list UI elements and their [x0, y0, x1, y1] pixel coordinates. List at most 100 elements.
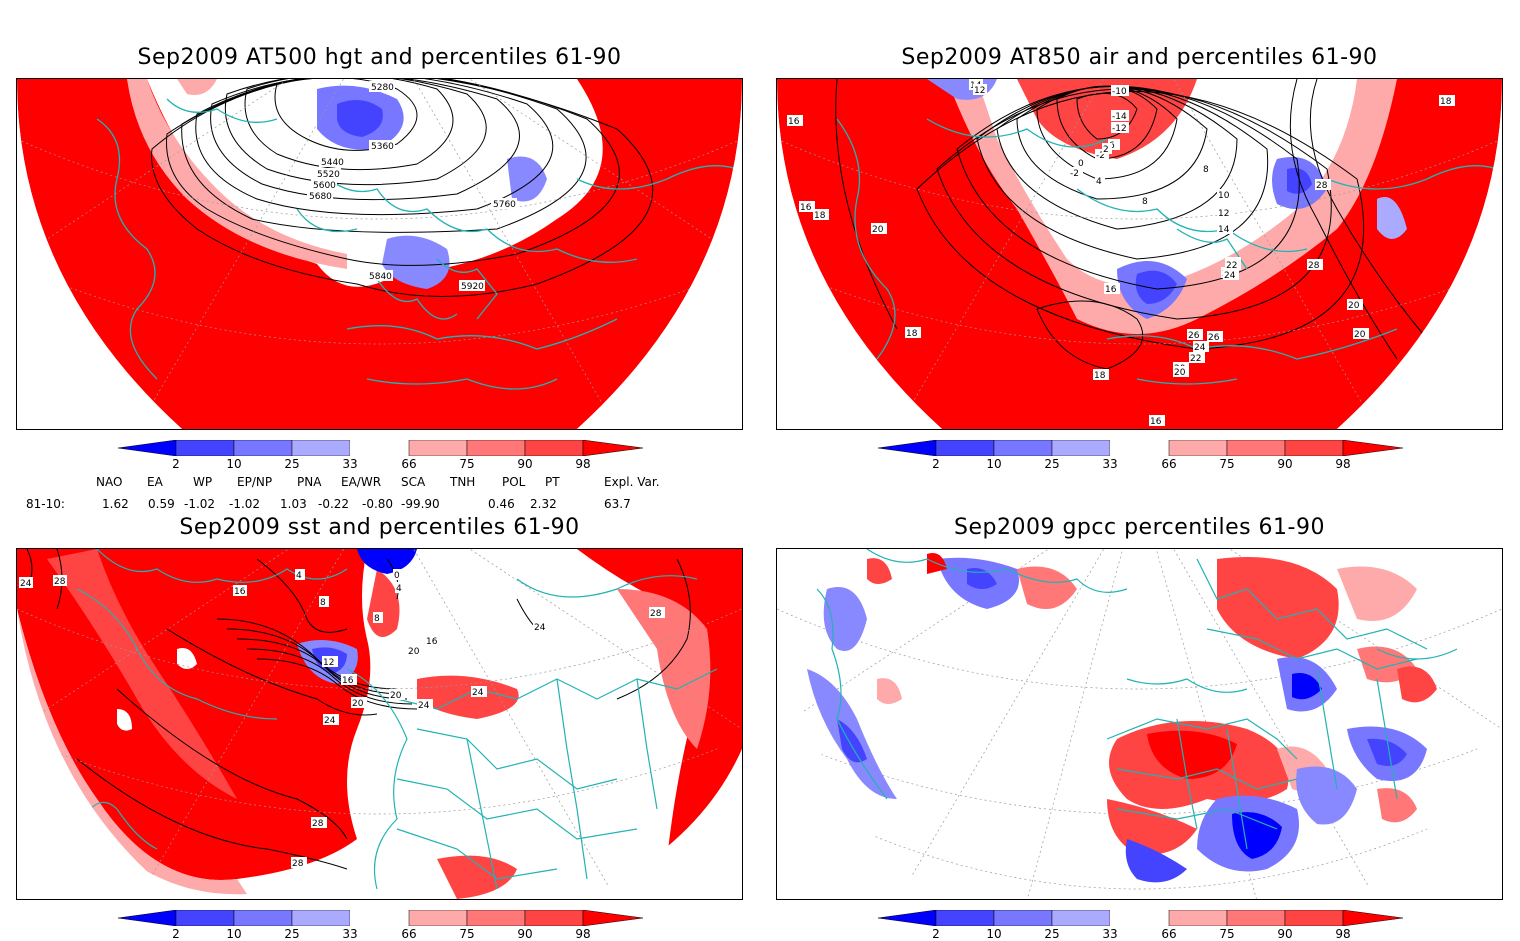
- contour-label: 20: [352, 699, 364, 709]
- colorbar-tick: 2: [172, 457, 180, 471]
- contour-label: 14: [1218, 225, 1230, 235]
- index-header: EA/WR: [341, 475, 382, 489]
- outside-hemisphere-mask: [577, 79, 742, 429]
- colorbar-tick: 10: [986, 927, 1002, 941]
- precip-blue-asia-core: [1367, 738, 1407, 767]
- colorbar-tick: 98: [575, 457, 591, 471]
- contour-label: 10: [1218, 191, 1230, 201]
- panel2-title: Sep2009 AT850 air and percentiles 61-90: [901, 45, 1378, 70]
- index-header: Expl. Var.: [604, 475, 660, 489]
- contour-label: 18: [814, 211, 826, 221]
- index-value: 0.59: [148, 497, 175, 511]
- contour-label: -14: [1112, 112, 1127, 122]
- map-panel-sst: 24 28 16 8 4 0 4 8 12 16 20 20 24 16 20 …: [16, 548, 743, 900]
- colorbar-tick: 33: [342, 457, 358, 471]
- index-header: PT: [545, 475, 560, 489]
- colorbar-panel3: 2 10 25 33 66 75 90 98: [117, 909, 644, 941]
- colorbar-tick: 33: [1102, 457, 1118, 471]
- contour-label: 0: [1078, 159, 1084, 169]
- precip-blue-na-core: [837, 719, 867, 763]
- index-value: 0.46: [488, 497, 515, 511]
- contour-label: 5920: [461, 282, 484, 292]
- index-value: -0.22: [318, 497, 350, 511]
- index-header: PNA: [297, 475, 322, 489]
- panel1-title: Sep2009 AT500 hgt and percentiles 61-90: [137, 45, 622, 70]
- contour-label: 5440: [321, 158, 344, 168]
- index-value: -0.80: [362, 497, 394, 511]
- contour-label: 5520: [317, 170, 340, 180]
- contour-label: 16: [342, 676, 354, 686]
- contour-label: 8: [374, 614, 380, 624]
- index-row-label: 81-10:: [26, 497, 65, 511]
- precip-blue-na: [823, 587, 867, 651]
- colorbar-tick: 10: [986, 457, 1002, 471]
- contour-label: 4: [396, 584, 402, 594]
- contour-label: 8: [1142, 197, 1148, 207]
- contour-label: 4: [296, 571, 302, 581]
- blue-anomaly-europe: [382, 235, 450, 289]
- precip-blue-eurasia-core: [1292, 673, 1322, 700]
- contour-label: 18: [1440, 97, 1452, 107]
- precip-blue-sahel: [1125, 839, 1187, 883]
- colorbar-tick: 90: [1277, 927, 1293, 941]
- contour-label: 5840: [369, 272, 392, 282]
- contour-label: 16: [234, 587, 246, 597]
- pale-red-patch: [177, 79, 217, 95]
- contour-label: 24: [20, 579, 32, 589]
- precip-red-na: [877, 678, 902, 704]
- index-header: WP: [193, 475, 213, 489]
- colorbar-tick: 75: [459, 457, 475, 471]
- panel3-title: Sep2009 sst and percentiles 61-90: [179, 515, 580, 540]
- contour-label: 26: [1208, 333, 1220, 343]
- outside-hemisphere-mask: [1341, 749, 1502, 899]
- colorbar-tick: 25: [284, 927, 300, 941]
- contour-label: 4: [1096, 177, 1102, 187]
- contour-label: 20: [1174, 368, 1186, 378]
- colorbar-tick: 75: [459, 927, 475, 941]
- contour-label: 24: [534, 623, 546, 633]
- contour-label: 5600: [313, 181, 336, 191]
- contour-label: 28: [650, 609, 662, 619]
- contour-label: -2: [1070, 169, 1079, 179]
- index-header: NAO: [96, 475, 123, 489]
- index-value: -1.02: [184, 497, 216, 511]
- precip-red-asia: [1397, 666, 1437, 703]
- contour-label: 22: [1226, 261, 1237, 271]
- contour-label: 12: [974, 86, 985, 96]
- colorbar-tick: 25: [1044, 457, 1060, 471]
- contour-label: 12: [1218, 209, 1229, 219]
- colorbar-panel4: 2 10 25 33 66 75 90 98: [877, 909, 1404, 941]
- pale-red-pacific: [617, 589, 711, 749]
- colorbar-tick: 90: [1277, 457, 1293, 471]
- contour-label: 28: [1316, 181, 1328, 191]
- index-header: EA: [147, 475, 163, 489]
- blue-anomaly-arctic: [357, 549, 417, 574]
- colorbar-tick: 66: [1161, 927, 1177, 941]
- colorbar-tick: 98: [1335, 457, 1351, 471]
- precip-red-east: [1377, 788, 1417, 823]
- contour-label: 20: [1348, 301, 1360, 311]
- contour-label: 18: [906, 329, 918, 339]
- map-panel-at500: 5280 5360 5440 5520 5600 5680 5760 5840 …: [16, 78, 743, 430]
- contour-label: 24: [472, 688, 484, 698]
- contour-label: 24: [418, 701, 430, 711]
- outside-hemisphere-mask: [581, 749, 742, 899]
- pale-red-edge: [17, 609, 247, 895]
- contour-label: 0: [394, 571, 400, 581]
- white-patch: [117, 709, 132, 731]
- index-header: EP/NP: [237, 475, 273, 489]
- contour-label: 8: [320, 598, 326, 608]
- index-value: 1.03: [280, 497, 307, 511]
- contour-label: 16: [800, 203, 812, 213]
- outside-hemisphere-mask: [1337, 79, 1502, 429]
- precip-blue-east: [1296, 766, 1357, 825]
- contour-label: 28: [54, 577, 66, 587]
- colorbar-tick: 2: [932, 457, 940, 471]
- colorbar-tick: 90: [517, 457, 533, 471]
- contour-label: 5360: [371, 142, 394, 152]
- colorbar-panel1: 2 10 25 33 66 75 90 98: [117, 439, 644, 472]
- colorbar-tick: 75: [1219, 457, 1235, 471]
- colorbar-tick: 98: [575, 927, 591, 941]
- colorbar-panel2: 2 10 25 33 66 75 90 98: [877, 439, 1404, 472]
- contour-label: 24: [324, 716, 336, 726]
